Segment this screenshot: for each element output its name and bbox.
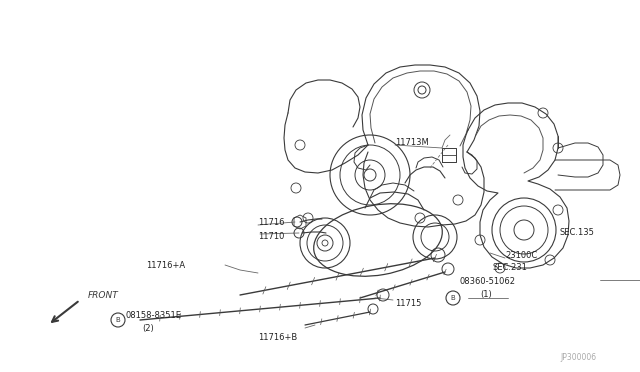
Text: JP300006: JP300006 (560, 353, 596, 362)
Text: 08360-51062: 08360-51062 (460, 276, 516, 285)
Text: 08158-8351E: 08158-8351E (125, 311, 181, 320)
Text: B: B (451, 295, 456, 301)
Text: (1): (1) (480, 291, 492, 299)
Text: 11716: 11716 (258, 218, 285, 227)
Text: B: B (116, 317, 120, 323)
Text: 11716+B: 11716+B (258, 334, 297, 343)
Text: SEC.135: SEC.135 (560, 228, 595, 237)
Text: (2): (2) (142, 324, 154, 333)
Text: 11713M: 11713M (395, 138, 429, 147)
Text: FRONT: FRONT (88, 292, 119, 301)
Text: 11716+A: 11716+A (146, 260, 185, 269)
Text: 23100C: 23100C (505, 250, 537, 260)
Text: 11710: 11710 (258, 231, 284, 241)
Text: 11715: 11715 (395, 298, 421, 308)
Text: SEC.231: SEC.231 (493, 263, 528, 273)
